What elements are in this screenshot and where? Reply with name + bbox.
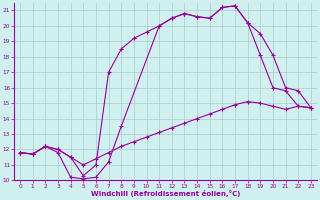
X-axis label: Windchill (Refroidissement éolien,°C): Windchill (Refroidissement éolien,°C) <box>91 190 240 197</box>
